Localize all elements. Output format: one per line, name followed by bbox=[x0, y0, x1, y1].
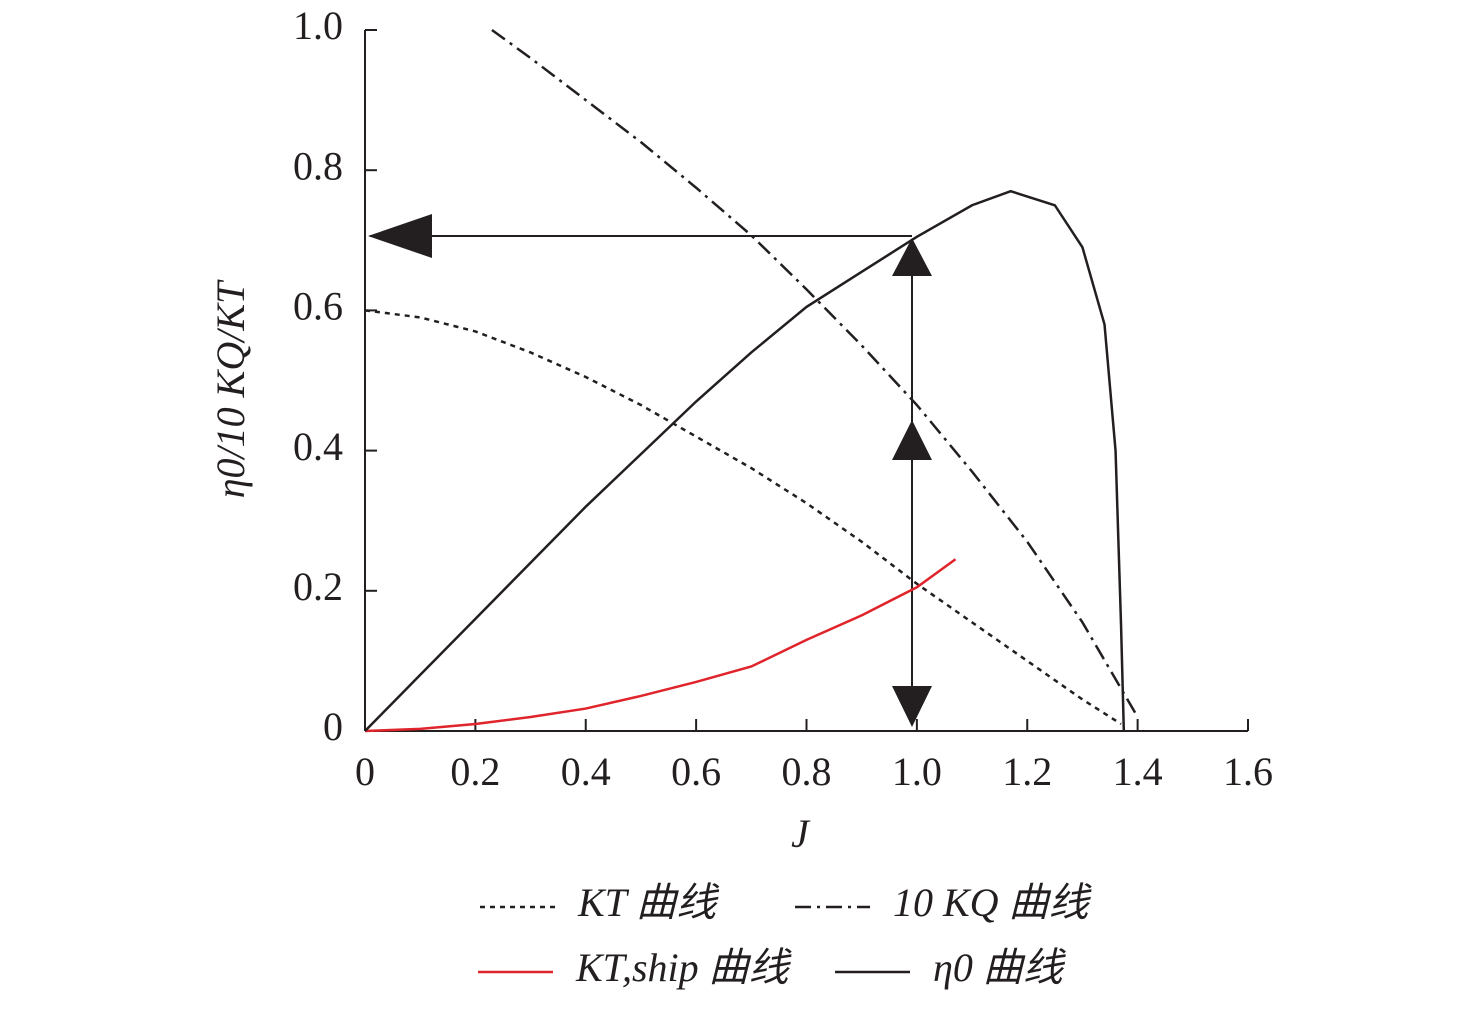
x-tick-label: 1.6 bbox=[1223, 749, 1273, 794]
y-tick-label: 0.4 bbox=[293, 424, 343, 469]
x-tick-label: 1.4 bbox=[1113, 749, 1163, 794]
legend-label: η0 曲线 bbox=[933, 945, 1067, 990]
x-tick-label: 0.6 bbox=[671, 749, 721, 794]
y-tick-label: 0.6 bbox=[293, 284, 343, 329]
arrowhead bbox=[892, 686, 932, 727]
line-series bbox=[364, 558, 957, 733]
x-tick-label: 0.8 bbox=[782, 749, 832, 794]
y-axis-label: η0/10 KQ/KT bbox=[208, 279, 253, 498]
y-tick-label: 1.0 bbox=[293, 3, 343, 48]
legend-label: 10 KQ 曲线 bbox=[893, 880, 1093, 925]
legend-label: KT,ship 曲线 bbox=[575, 945, 793, 990]
y-tick-label: 0 bbox=[323, 704, 343, 749]
annotation-arrows bbox=[368, 214, 932, 727]
x-tick-label: 1.0 bbox=[892, 749, 942, 794]
x-axis-label: J bbox=[791, 811, 811, 856]
legend-label: KT 曲线 bbox=[577, 880, 720, 925]
x-tick-label: 1.2 bbox=[1002, 749, 1052, 794]
arrowhead bbox=[892, 420, 932, 460]
y-tick-label: 0.8 bbox=[293, 143, 343, 188]
line-series bbox=[364, 189, 1126, 732]
line-series bbox=[364, 309, 1122, 726]
y-tick-label: 0.2 bbox=[293, 564, 343, 609]
x-tick-label: 0.4 bbox=[561, 749, 611, 794]
x-tick-label: 0 bbox=[355, 749, 375, 794]
arrowhead bbox=[368, 214, 432, 258]
x-tick-label: 0.2 bbox=[450, 749, 500, 794]
line-series bbox=[491, 28, 1139, 718]
arrowhead bbox=[892, 238, 932, 276]
